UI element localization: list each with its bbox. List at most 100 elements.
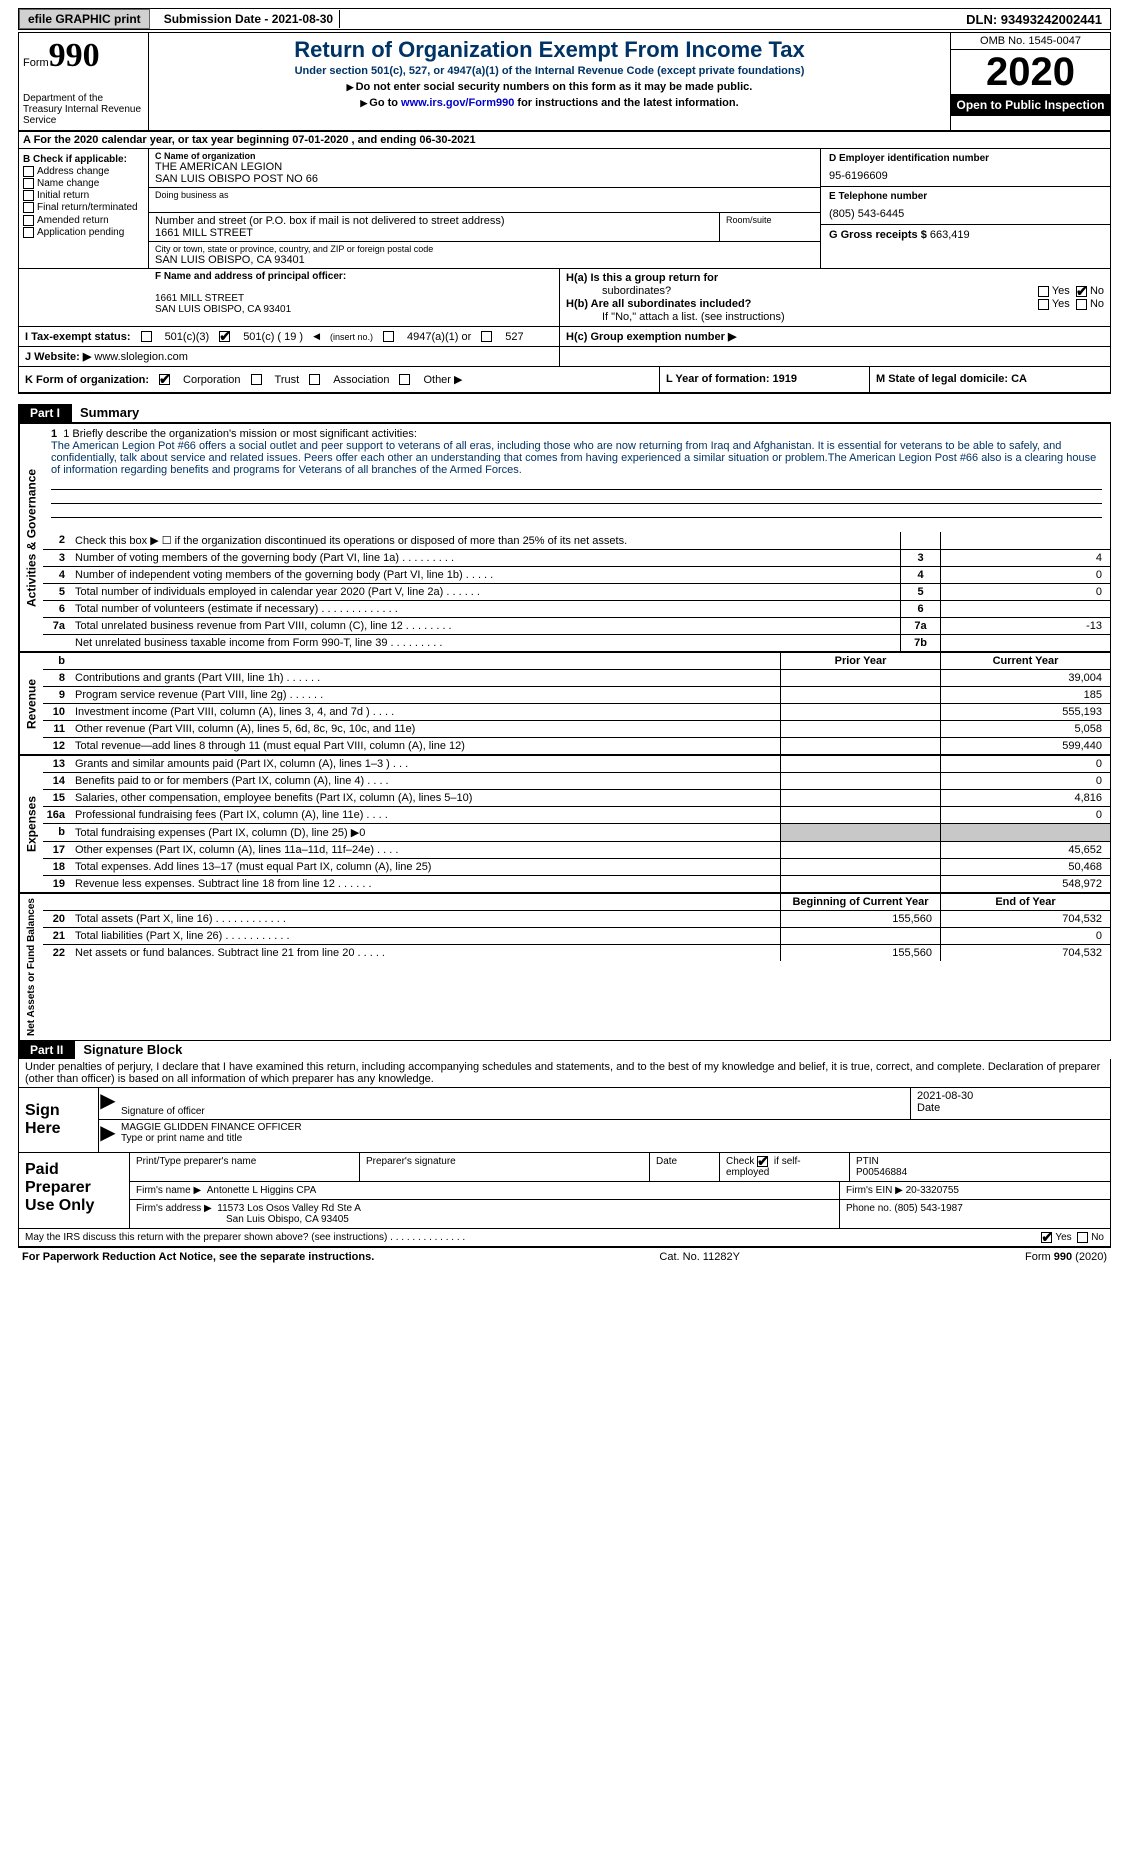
hb-note: If "No," attach a list. (see instruction… (602, 311, 785, 323)
self-employed-cell: Check if self-employed (720, 1153, 850, 1181)
line-desc: Total expenses. Add lines 13–17 (must eq… (71, 859, 780, 875)
name-arrow-icon: ▶ (99, 1120, 117, 1146)
beginning-year-header: Beginning of Current Year (780, 894, 940, 910)
final-return-checkbox[interactable] (23, 202, 34, 213)
initial-return-checkbox[interactable] (23, 190, 34, 201)
current-year-header: Current Year (940, 653, 1110, 669)
form-footer: Form 990 (2020) (1025, 1251, 1107, 1263)
current-value (940, 824, 1110, 841)
prior-value (780, 738, 940, 754)
line-num: 16a (43, 807, 71, 823)
line-desc: Grants and similar amounts paid (Part IX… (71, 756, 780, 772)
sign-here-label: Sign Here (19, 1088, 99, 1152)
catalog-number: Cat. No. 11282Y (659, 1251, 740, 1263)
amended-return-checkbox[interactable] (23, 215, 34, 226)
mission-text: The American Legion Pot #66 offers a soc… (51, 440, 1096, 476)
line-num: 21 (43, 928, 71, 944)
other-checkbox[interactable] (399, 374, 410, 385)
prior-value (780, 687, 940, 703)
form-header: Form990 Department of the Treasury Inter… (18, 32, 1111, 132)
name-change-checkbox[interactable] (23, 178, 34, 189)
line-desc: Total fundraising expenses (Part IX, col… (71, 824, 780, 841)
line-num: 11 (43, 721, 71, 737)
527-checkbox[interactable] (481, 331, 492, 342)
line-desc: Program service revenue (Part VIII, line… (71, 687, 780, 703)
part1-header: Part I (18, 404, 72, 422)
trust-checkbox[interactable] (251, 374, 262, 385)
website-label: J Website: ▶ (25, 351, 91, 363)
efile-print-button[interactable]: efile GRAPHIC print (19, 9, 150, 29)
signature-officer-label: Signature of officer (121, 1106, 205, 1117)
current-value: 0 (940, 928, 1110, 944)
city-label: City or town, state or province, country… (155, 244, 814, 254)
discuss-question: May the IRS discuss this return with the… (25, 1232, 465, 1243)
line-num: b (43, 824, 71, 841)
revenue-label: Revenue (19, 653, 43, 754)
line-desc: Other revenue (Part VIII, column (A), li… (71, 721, 780, 737)
line-desc: Total number of individuals employed in … (71, 584, 900, 600)
line-num: 5 (43, 584, 71, 600)
gross-receipts-value: 663,419 (930, 229, 970, 241)
corporation-checkbox[interactable] (159, 374, 170, 385)
part1-title: Summary (72, 405, 139, 420)
prior-value (780, 876, 940, 892)
current-value: 39,004 (940, 670, 1110, 686)
form-number: 990 (49, 37, 100, 74)
line-box: 6 (900, 601, 940, 617)
line-num: 8 (43, 670, 71, 686)
current-value: 0 (940, 807, 1110, 823)
current-value: 45,652 (940, 842, 1110, 858)
officer-addr2: SAN LUIS OBISPO, CA 93401 (155, 304, 291, 315)
signature-date: 2021-08-30 (917, 1090, 973, 1102)
ssn-note: Do not enter social security numbers on … (155, 81, 944, 93)
hc-label: H(c) Group exemption number ▶ (566, 331, 736, 343)
phone-label: E Telephone number (829, 191, 1102, 202)
form-title: Return of Organization Exempt From Incom… (155, 37, 944, 63)
line-num: 12 (43, 738, 71, 754)
line-desc: Benefits paid to or for members (Part IX… (71, 773, 780, 789)
activities-governance-label: Activities & Governance (19, 424, 43, 651)
org-name-label: C Name of organization (155, 151, 814, 161)
self-employed-checkbox[interactable] (757, 1156, 768, 1167)
association-checkbox[interactable] (309, 374, 320, 385)
ha-label: H(a) Is this a group return for (566, 272, 718, 284)
hb-no-checkbox[interactable] (1076, 299, 1087, 310)
line-box: 3 (900, 550, 940, 566)
discuss-yes-checkbox[interactable] (1041, 1232, 1052, 1243)
row-a-tax-year: A For the 2020 calendar year, or tax yea… (18, 132, 1111, 149)
address-change-checkbox[interactable] (23, 166, 34, 177)
ein-value: 95-6196609 (829, 170, 1102, 182)
line-num: 19 (43, 876, 71, 892)
prior-value (780, 842, 940, 858)
line-value (940, 635, 1110, 651)
prior-year-header: Prior Year (780, 653, 940, 669)
line-desc: Number of independent voting members of … (71, 567, 900, 583)
line-num: 22 (43, 945, 71, 961)
firm-addr1: 11573 Los Osos Valley Rd Ste A (217, 1203, 361, 1214)
501c3-checkbox[interactable] (141, 331, 152, 342)
irs-link[interactable]: www.irs.gov/Form990 (401, 97, 514, 109)
name-title-label: Type or print name and title (121, 1133, 242, 1144)
firm-address-label: Firm's address ▶ (136, 1203, 212, 1214)
ptin-value: P00546884 (856, 1167, 907, 1178)
current-value: 4,816 (940, 790, 1110, 806)
4947-checkbox[interactable] (383, 331, 394, 342)
paid-preparer-label: Paid Preparer Use Only (19, 1153, 129, 1228)
current-value: 0 (940, 756, 1110, 772)
discuss-no-checkbox[interactable] (1077, 1232, 1088, 1243)
prior-value (780, 704, 940, 720)
current-value: 704,532 (940, 945, 1110, 961)
line-desc: Number of voting members of the governin… (71, 550, 900, 566)
application-pending-checkbox[interactable] (23, 227, 34, 238)
line-num: 14 (43, 773, 71, 789)
ha-no-checkbox[interactable] (1076, 286, 1087, 297)
line-num: 20 (43, 911, 71, 927)
prior-value (780, 928, 940, 944)
website-value: www.slolegion.com (94, 351, 188, 363)
line-value: -13 (940, 618, 1110, 634)
501c-checkbox[interactable] (219, 331, 230, 342)
hb-yes-checkbox[interactable] (1038, 299, 1049, 310)
gross-receipts-label: G Gross receipts $ (829, 229, 927, 241)
line-box: 5 (900, 584, 940, 600)
ha-yes-checkbox[interactable] (1038, 286, 1049, 297)
